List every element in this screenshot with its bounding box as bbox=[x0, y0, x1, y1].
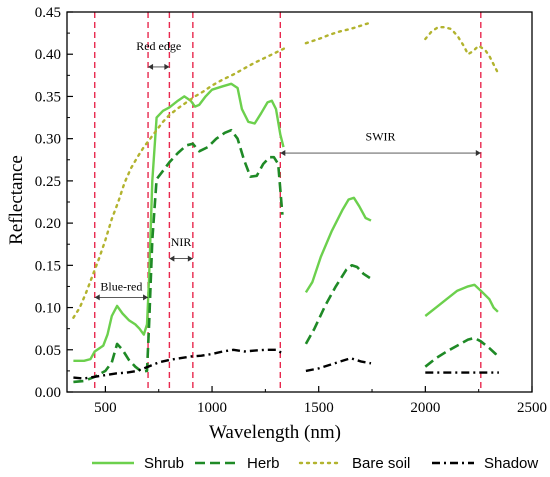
plot-frame bbox=[66, 11, 533, 393]
annotation-blue-red-label: Blue-red bbox=[100, 280, 142, 294]
annotation-swir-arrowhead-right bbox=[475, 150, 481, 157]
series-shadow-segment-0 bbox=[73, 348, 283, 380]
y-tick-label: 0.30 bbox=[35, 132, 61, 148]
y-tick-label: 0.20 bbox=[35, 216, 61, 232]
legend-label-shadow: Shadow bbox=[484, 455, 538, 472]
series-bare-soil-segment-1 bbox=[304, 20, 374, 45]
legend-label-herb: Herb bbox=[247, 455, 280, 472]
series-shrub-segment-0 bbox=[73, 82, 285, 362]
y-tick-label: 0.00 bbox=[35, 385, 61, 401]
legend-label-bare-soil: Bare soil bbox=[352, 455, 410, 472]
annotation-red-edge-arrowhead-left bbox=[148, 63, 154, 70]
x-tick-label: 1500 bbox=[304, 400, 334, 416]
annotation-swir-arrowhead-left bbox=[280, 150, 286, 157]
series-layer bbox=[72, 20, 500, 384]
x-tick-label: 2000 bbox=[410, 400, 440, 416]
annotation-red-edge-label: Red edge bbox=[136, 39, 181, 53]
annotation-blue-red-arrowhead-left bbox=[94, 294, 100, 301]
y-tick-label: 0.15 bbox=[35, 258, 61, 274]
y-tick-label: 0.35 bbox=[35, 89, 61, 105]
series-herb-segment-1 bbox=[304, 264, 371, 345]
series-bare-soil-segment-2 bbox=[424, 26, 500, 74]
x-axis-title: Wavelength (nm) bbox=[209, 422, 341, 443]
annotation-nir-arrowhead-left bbox=[169, 255, 175, 262]
x-tick-label: 2500 bbox=[517, 400, 547, 416]
y-axis-title: Reflectance bbox=[6, 155, 27, 245]
annotation-red-edge-arrowhead-right bbox=[164, 63, 170, 70]
tick-labels: 500 1000 1500 2000 2500 0.00 0.05 0.10 0.15 0.20 0… bbox=[35, 5, 547, 416]
annotation-blue-red-arrowhead-right bbox=[143, 294, 149, 301]
annotation-nir-arrowhead-right bbox=[187, 255, 193, 262]
y-tick-label: 0.05 bbox=[35, 343, 61, 359]
annotation-nir-label: NIR bbox=[171, 235, 192, 249]
legend: Shrub Herb Bare soil Shadow bbox=[92, 455, 538, 472]
series-herb-segment-2 bbox=[424, 336, 500, 368]
series-shrub-segment-1 bbox=[304, 196, 372, 294]
x-tick-label: 500 bbox=[94, 400, 117, 416]
series-shrub-segment-2 bbox=[424, 283, 499, 317]
annotation-swir-label: SWIR bbox=[366, 129, 396, 143]
y-tick-label: 0.10 bbox=[35, 301, 61, 317]
y-tick-label: 0.25 bbox=[35, 174, 61, 190]
series-shadow-segment-1 bbox=[305, 357, 372, 373]
y-tick-label: 0.45 bbox=[35, 5, 61, 21]
axes bbox=[66, 11, 533, 393]
x-tick-label: 1000 bbox=[197, 400, 227, 416]
series-bare-soil-segment-0 bbox=[72, 47, 286, 319]
y-tick-label: 0.40 bbox=[35, 47, 61, 63]
annotations-layer: Red edge NIR Blue-red SWIR bbox=[94, 39, 481, 301]
series-herb-segment-0 bbox=[73, 128, 284, 384]
legend-label-shrub: Shrub bbox=[144, 455, 184, 472]
